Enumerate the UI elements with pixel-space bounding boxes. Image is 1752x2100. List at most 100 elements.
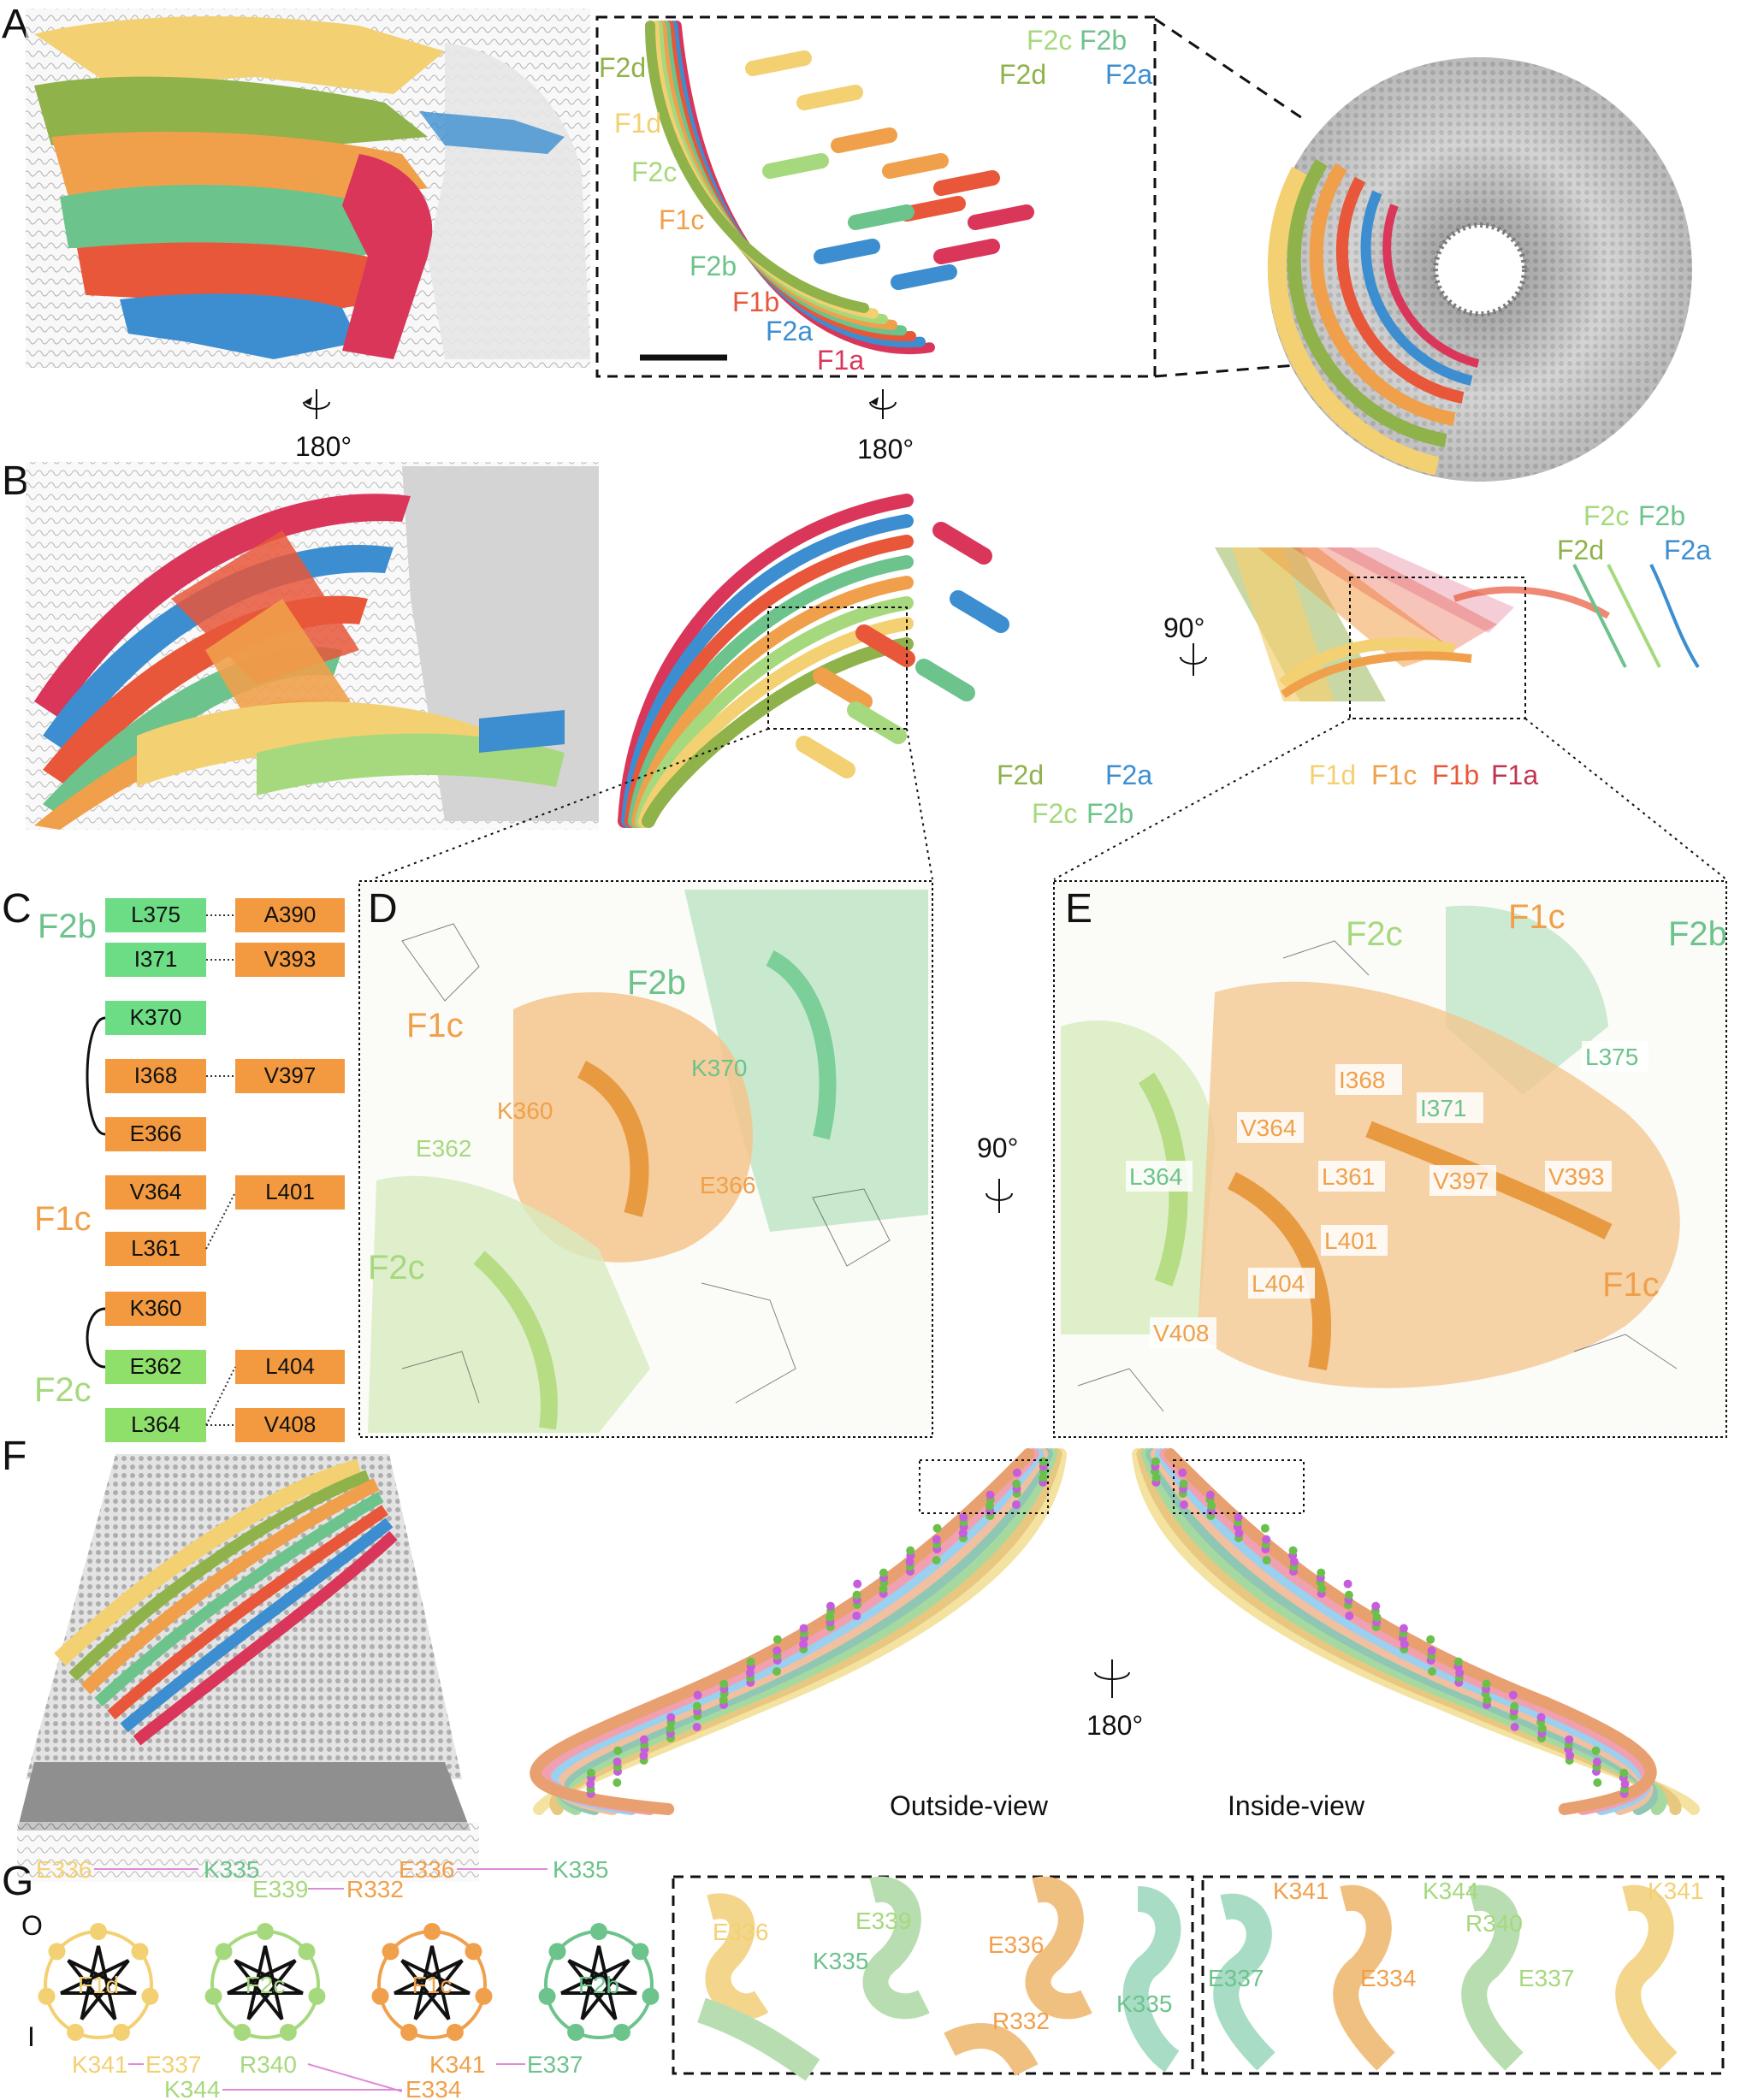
rotate-90-icon bbox=[1180, 643, 1207, 676]
strand-label-F2b: F2b bbox=[690, 251, 737, 281]
residue-box-left bbox=[105, 898, 206, 932]
residue-dot bbox=[906, 1546, 915, 1555]
connector-line bbox=[1154, 362, 1318, 378]
outside-view-label: Outside-view bbox=[890, 1790, 1049, 1821]
panel-b-right-labels: F2c F2b F2d F2a F1d F1c F1b F1a bbox=[1309, 500, 1711, 790]
panel-g-bottom-pairs: K341 E337 R340 K341 E337 K344 E334 bbox=[72, 2051, 583, 2100]
residue-dot bbox=[1343, 1579, 1352, 1588]
residue-box-label: K360 bbox=[130, 1295, 182, 1321]
wheel-residue bbox=[308, 1987, 326, 2005]
wheel-residue bbox=[382, 1943, 400, 1961]
residue-dot bbox=[1012, 1479, 1021, 1488]
residue-dot bbox=[1151, 1457, 1160, 1466]
helix-cylinder bbox=[899, 196, 966, 222]
wheel-label: F2b bbox=[578, 1972, 619, 1998]
chain-label-F1c: F1c bbox=[406, 1007, 464, 1044]
top-label-F2d: F2d bbox=[999, 59, 1046, 90]
label-F2a: F2a bbox=[1105, 760, 1152, 790]
rotation-label-de: 90° bbox=[977, 1133, 1018, 1163]
residue-dot bbox=[745, 1668, 755, 1677]
residue-dot bbox=[1400, 1640, 1409, 1649]
pair-K341: K341 bbox=[72, 2051, 127, 2078]
strand-label-F2c: F2c bbox=[631, 157, 677, 187]
wheel-residue bbox=[204, 1987, 222, 2005]
label-F2c: F2c bbox=[1583, 500, 1629, 531]
panel-g-inset-1-helices bbox=[697, 1876, 1181, 2081]
residue-dot bbox=[1620, 1779, 1630, 1789]
residue-dot bbox=[799, 1624, 808, 1633]
residue-dot bbox=[985, 1501, 994, 1511]
residue-dot bbox=[639, 1735, 648, 1744]
top-label-F2b: F2b bbox=[1080, 25, 1127, 56]
residue-dot bbox=[586, 1768, 595, 1778]
salt-bridge-bracket bbox=[86, 1307, 106, 1369]
panel-g-inset-1-labels: E336 E339 K335 E336 R332 K335 bbox=[713, 1908, 1172, 2034]
pair-E336: E336 bbox=[399, 1856, 454, 1883]
pair-R340: R340 bbox=[240, 2051, 297, 2078]
panel-e-residues: L375 I371 L364 I368 V364 L361 V397 V393 L401 L404… bbox=[1126, 1041, 1648, 1348]
label-F1d: F1d bbox=[1309, 760, 1356, 790]
chain-label-F2c: F2c bbox=[368, 1249, 425, 1287]
residue-dot bbox=[852, 1612, 861, 1620]
residue-dot bbox=[1399, 1624, 1408, 1633]
residue-dot bbox=[1260, 1523, 1270, 1533]
top-label-F2c: F2c bbox=[1027, 25, 1072, 56]
panel-b-mid-labels: F2d F2a F2c F2b bbox=[997, 760, 1152, 829]
residue-box-label: I371 bbox=[134, 946, 178, 972]
chain-label-F1c-top: F1c bbox=[1508, 898, 1566, 936]
residue-box-label: E362 bbox=[130, 1353, 182, 1379]
panel-label-g: G bbox=[2, 1859, 33, 1904]
side-label-I: I bbox=[27, 2021, 35, 2052]
label-F2b: F2b bbox=[1638, 500, 1685, 531]
strand-arc bbox=[645, 21, 869, 313]
residue-dot bbox=[1234, 1529, 1244, 1538]
residue-dot bbox=[1289, 1557, 1299, 1566]
residue-dot bbox=[1510, 1723, 1519, 1731]
wheel-residue bbox=[112, 2023, 130, 2041]
contact-link bbox=[205, 1366, 236, 1426]
label-F2d: F2d bbox=[1557, 535, 1604, 565]
residue-dot bbox=[932, 1556, 941, 1565]
residue-dot bbox=[1179, 1479, 1188, 1488]
panel-label-c: C bbox=[2, 886, 32, 932]
pair-K335: K335 bbox=[553, 1856, 608, 1883]
panel-b-density-map bbox=[26, 462, 599, 830]
residue-dot bbox=[1288, 1546, 1298, 1555]
helix-cylinder bbox=[855, 624, 915, 667]
residue-dot bbox=[1536, 1713, 1546, 1722]
residue-dot bbox=[879, 1584, 888, 1594]
residue-box-label: L404 bbox=[265, 1353, 315, 1379]
residue-label: L401 bbox=[1324, 1227, 1377, 1254]
pair-E339: E339 bbox=[252, 1876, 308, 1902]
residue-dot bbox=[1592, 1757, 1601, 1766]
helix-cylinder bbox=[847, 701, 907, 744]
cable-outside bbox=[530, 1448, 1035, 1815]
residue-box-left bbox=[105, 1059, 206, 1093]
residue-box-left bbox=[105, 1175, 206, 1210]
residue-dot bbox=[826, 1612, 835, 1622]
label-F2d: F2d bbox=[997, 760, 1044, 790]
residue-dot bbox=[1317, 1584, 1327, 1594]
residue-box-label: L361 bbox=[131, 1235, 181, 1261]
residue-dot bbox=[852, 1590, 861, 1600]
panel-f-cartoon bbox=[530, 1448, 1700, 1815]
panel-label-d: D bbox=[368, 886, 398, 932]
strand-label-F2a: F2a bbox=[766, 316, 813, 346]
residue-dot bbox=[1372, 1612, 1382, 1622]
residue-dot bbox=[1012, 1468, 1021, 1477]
wheel-label: F1d bbox=[78, 1972, 119, 1998]
residue-dot bbox=[1482, 1679, 1491, 1689]
residue-label: I371 bbox=[1420, 1095, 1467, 1121]
rotate-180-icon bbox=[1094, 1659, 1130, 1698]
helix-cylinder bbox=[932, 522, 992, 565]
residue-dot bbox=[666, 1713, 676, 1722]
inset-E337: E337 bbox=[1208, 1965, 1264, 1991]
pair-E334: E334 bbox=[405, 2076, 461, 2100]
wheel-residue bbox=[567, 2023, 585, 2041]
residue-box-right bbox=[235, 1350, 345, 1384]
inset-R332: R332 bbox=[992, 2008, 1050, 2034]
wheel-residue bbox=[590, 1923, 607, 1940]
panel-g-inset-2-labels: K341 K344 K341 R340 E337 E334 E337 bbox=[1208, 1878, 1703, 1991]
residue-box-label: L375 bbox=[131, 902, 181, 927]
